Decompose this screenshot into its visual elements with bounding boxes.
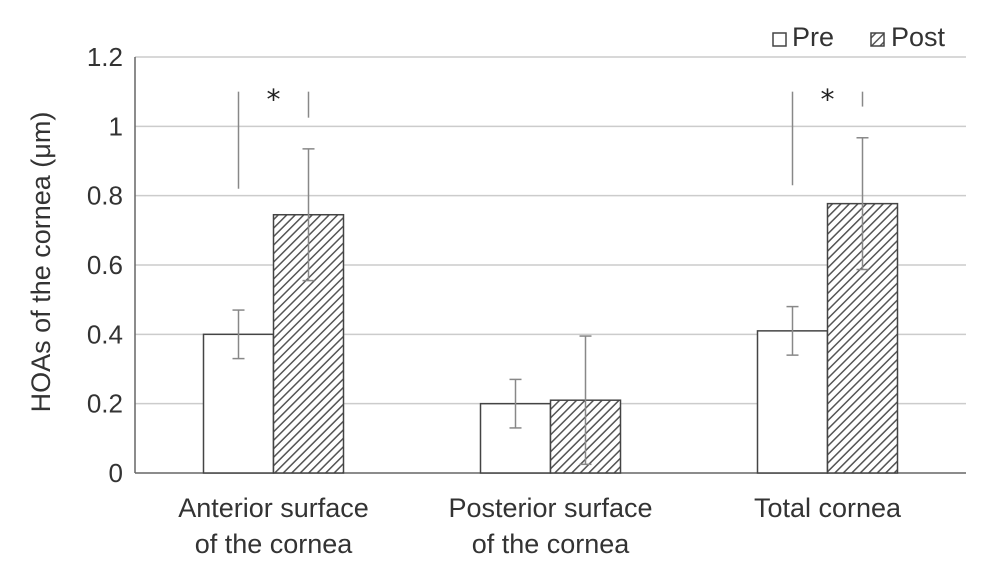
labels: 0 0.2 0.4 0.6 0.8 1 1.2 Anterior surface of the …: [87, 42, 902, 559]
x-tick-label: Posterior surface: [448, 493, 652, 523]
x-tick-label: of the cornea: [472, 529, 631, 559]
y-axis-label: HOAs of the cornea (μm): [26, 112, 56, 413]
x-tick-label: Total cornea: [754, 493, 902, 523]
legend-label-pre: Pre: [792, 22, 834, 52]
bars: [202, 137, 899, 474]
y-tick-label: 1: [109, 111, 123, 141]
legend-swatch-post: [870, 32, 885, 47]
y-tick-label: 0.8: [87, 181, 123, 211]
significance-star: *: [821, 83, 835, 116]
y-tick-label: 0.4: [87, 319, 123, 349]
y-tick-label: 0.2: [87, 389, 123, 419]
legend-label-post: Post: [891, 22, 946, 52]
x-tick-label: Anterior surface: [178, 493, 369, 523]
significance-star: *: [267, 83, 281, 116]
legend-swatch-pre: [772, 32, 787, 47]
x-tick-label: of the cornea: [195, 529, 354, 559]
y-tick-label: 1.2: [87, 42, 123, 72]
y-tick-label: 0: [109, 458, 123, 488]
y-tick-label: 0.6: [87, 250, 123, 280]
legend: Pre Post: [772, 22, 946, 52]
